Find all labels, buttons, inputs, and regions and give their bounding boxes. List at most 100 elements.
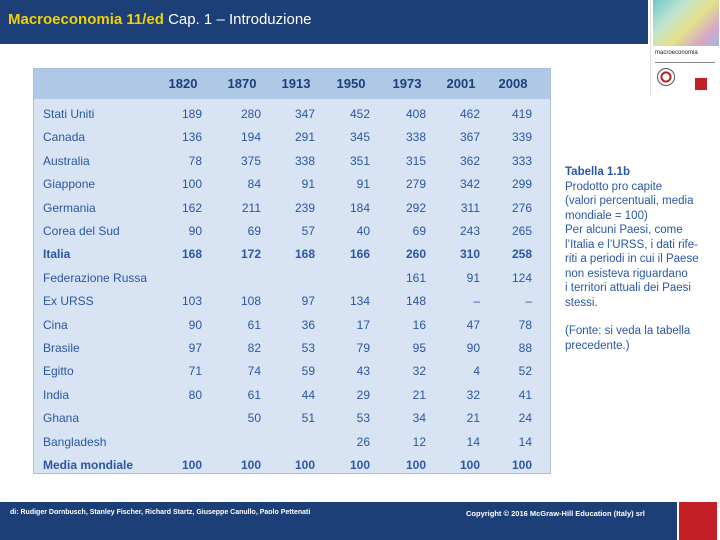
year-header: 1870 xyxy=(227,76,257,91)
table-cell: 124 xyxy=(511,270,532,285)
table-cell: 310 xyxy=(459,247,480,262)
table-cell: 375 xyxy=(240,153,261,168)
publisher-logo-icon xyxy=(695,78,707,90)
table-cell: 103 xyxy=(181,294,202,309)
table-cell: 14 xyxy=(518,434,532,449)
table-cell: 292 xyxy=(405,200,426,215)
caption-body: l’Italia e l’URSS, i dati rife- xyxy=(565,238,698,251)
table-cell: 351 xyxy=(349,153,370,168)
table-cell: 100 xyxy=(405,458,426,472)
table-cell: 32 xyxy=(466,387,480,402)
country-label: India xyxy=(43,387,70,402)
table-cell: 211 xyxy=(241,200,261,215)
country-label: Federazione Russa xyxy=(43,270,148,285)
table-cell: 148 xyxy=(405,294,426,309)
country-label: Cina xyxy=(43,317,68,332)
table-cell: 90 xyxy=(188,317,202,332)
table-cell: 108 xyxy=(240,294,261,309)
table-cell: 32 xyxy=(412,364,426,379)
country-label: Ex URSS xyxy=(43,294,94,309)
table-cell: 161 xyxy=(405,270,426,285)
table-cell: 408 xyxy=(405,107,426,121)
table-cell: 172 xyxy=(240,247,261,262)
table-cell: 367 xyxy=(459,130,480,145)
table-cell: 16 xyxy=(412,317,426,332)
data-table: 1820 1870 1913 1950 1973 2001 2008 Stati Uniti… xyxy=(33,68,551,474)
table-cell: 91 xyxy=(466,270,480,285)
table-cell: 276 xyxy=(511,200,532,215)
country-label: Giappone xyxy=(43,177,96,192)
table-cell: 80 xyxy=(188,387,202,402)
country-label: Stati Uniti xyxy=(43,107,95,121)
year-header: 1950 xyxy=(336,76,366,91)
table-cell: 50 xyxy=(247,411,261,426)
footer-copyright: Copyright © 2016 McGraw-Hill Education (… xyxy=(466,509,645,518)
table-cell: 166 xyxy=(349,247,370,262)
table-cell: 184 xyxy=(349,200,370,215)
table-cell: 338 xyxy=(405,130,426,145)
table-cell: 168 xyxy=(181,247,202,262)
table-cell: 299 xyxy=(511,177,532,192)
country-label: Canada xyxy=(43,130,86,145)
table-cell: 279 xyxy=(405,177,426,192)
table-cell: 4 xyxy=(473,364,480,379)
country-label: Germania xyxy=(43,200,96,215)
table-cell: 243 xyxy=(459,224,480,238)
caption-body: i territori attuali dei Paesi xyxy=(565,282,691,294)
table-cell: 84 xyxy=(247,177,261,192)
table-cell: 260 xyxy=(405,247,426,262)
caption-body: non esisteva riguardano xyxy=(565,267,688,280)
seal-icon xyxy=(657,68,675,86)
table-cell: 69 xyxy=(247,224,261,238)
footer-bar: di: Rudiger Dornbusch, Stanley Fischer, … xyxy=(0,502,677,540)
table-cell: 24 xyxy=(518,411,532,426)
caption-body: Per alcuni Paesi, come xyxy=(565,224,683,236)
table-cell: 36 xyxy=(301,317,315,332)
table-cell: 53 xyxy=(301,341,315,355)
table-cell: 78 xyxy=(518,317,532,332)
table-cell: 71 xyxy=(188,364,202,379)
country-label: Bangladesh xyxy=(43,434,107,449)
table-cell: 79 xyxy=(356,341,370,355)
table-cell: 40 xyxy=(356,224,370,238)
table-cell: 311 xyxy=(460,200,480,215)
table-cell: 362 xyxy=(459,153,480,168)
table-cell: – xyxy=(525,294,532,309)
country-label: Italia xyxy=(43,247,71,262)
table-cell: 100 xyxy=(240,458,261,472)
table-cell: 97 xyxy=(188,341,202,355)
table-cell: 168 xyxy=(294,247,315,262)
country-label: Egitto xyxy=(43,364,74,379)
book-title: Macroeconomia 11/ed xyxy=(8,11,164,28)
table-cell: 100 xyxy=(181,458,202,472)
cover-title: macroeconomia xyxy=(655,50,698,56)
table-cell: 91 xyxy=(356,177,370,192)
table-cell: 280 xyxy=(240,107,261,121)
year-header: 1913 xyxy=(281,76,311,91)
book-cover-thumbnail: macroeconomia xyxy=(650,0,720,96)
table-cell: 21 xyxy=(412,387,426,402)
table-caption: Tabella 1.1b Prodotto pro capite (valori… xyxy=(565,165,715,353)
table-cell: 17 xyxy=(356,317,370,332)
table-cell: 291 xyxy=(294,130,315,145)
year-header: 2001 xyxy=(446,76,476,91)
cover-divider xyxy=(655,62,715,63)
caption-source: (Fonte: si veda la tabella xyxy=(565,325,691,337)
year-header: 1820 xyxy=(168,76,198,91)
table-cell: 69 xyxy=(412,224,426,238)
mcgraw-hill-logo-icon xyxy=(679,502,717,540)
table-cell: 59 xyxy=(301,364,315,379)
table-cell: 265 xyxy=(511,224,532,238)
table-cell: 239 xyxy=(294,200,315,215)
caption-body: stessi. xyxy=(565,296,598,309)
slide-title: Macroeconomia 11/ed Cap. 1 – Introduzion… xyxy=(8,11,312,28)
table-cell: 29 xyxy=(356,387,370,402)
caption-source: precedente.) xyxy=(565,339,630,352)
table-cell: 452 xyxy=(349,107,370,121)
table-cell: 100 xyxy=(349,458,370,472)
country-label: Corea del Sud xyxy=(43,224,120,238)
table-cell: 100 xyxy=(459,458,480,472)
country-label: Media mondiale xyxy=(43,458,134,472)
table-cell: 100 xyxy=(511,458,532,472)
table-cell: 41 xyxy=(518,387,532,402)
